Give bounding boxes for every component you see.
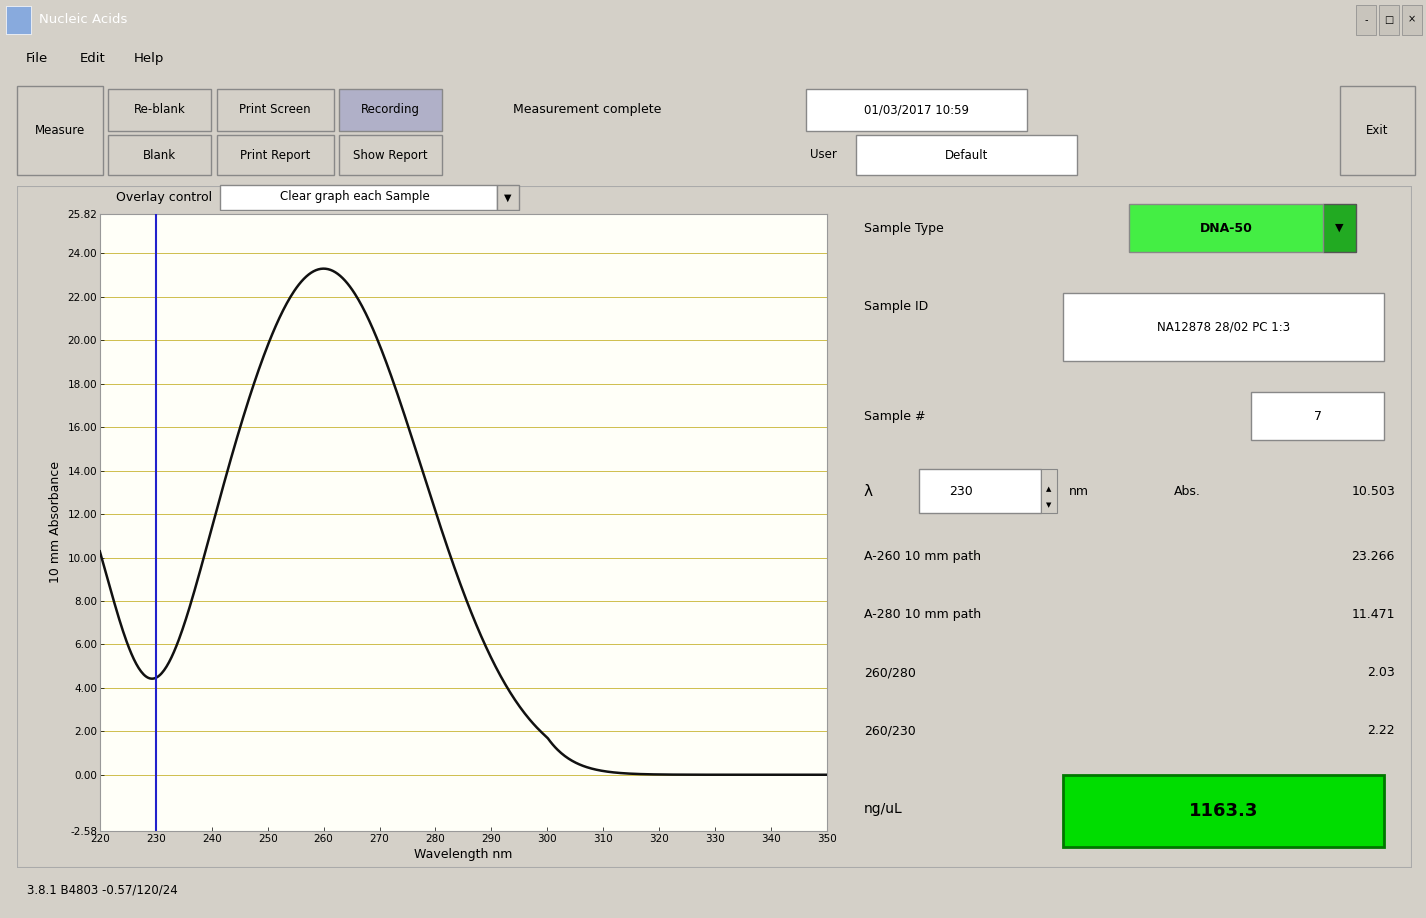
Text: File: File xyxy=(26,52,48,65)
Bar xyxy=(17,86,103,175)
Bar xyxy=(1062,293,1383,362)
Text: Re-blank: Re-blank xyxy=(134,103,185,117)
Text: 3.8.1 B4803 -0.57/120/24: 3.8.1 B4803 -0.57/120/24 xyxy=(27,883,178,896)
Text: Sample #: Sample # xyxy=(864,409,925,422)
Bar xyxy=(6,6,31,34)
Text: ▼: ▼ xyxy=(1335,223,1343,233)
Bar xyxy=(217,135,334,175)
Text: DNA-50: DNA-50 xyxy=(1199,221,1252,235)
Text: Edit: Edit xyxy=(80,52,106,65)
Bar xyxy=(339,88,442,130)
Text: ▼: ▼ xyxy=(505,193,512,202)
Text: Abs.: Abs. xyxy=(1174,485,1201,498)
Text: Show Report: Show Report xyxy=(354,149,428,162)
Text: Measure: Measure xyxy=(34,124,86,138)
Bar xyxy=(1340,86,1415,175)
Bar xyxy=(1041,469,1058,513)
Text: 2.03: 2.03 xyxy=(1368,666,1395,679)
Bar xyxy=(856,135,1077,175)
Text: 23.266: 23.266 xyxy=(1352,550,1395,563)
Text: Nucleic Acids: Nucleic Acids xyxy=(39,13,127,27)
Text: Print Report: Print Report xyxy=(240,149,311,162)
Text: 260/280: 260/280 xyxy=(864,666,915,679)
Bar xyxy=(1251,392,1383,440)
Bar xyxy=(920,469,1041,513)
Bar xyxy=(217,88,334,130)
Text: Blank: Blank xyxy=(143,149,177,162)
Text: Sample ID: Sample ID xyxy=(864,300,928,313)
Text: A-260 10 mm path: A-260 10 mm path xyxy=(864,550,981,563)
Text: 230: 230 xyxy=(948,485,973,498)
Text: Clear graph each Sample: Clear graph each Sample xyxy=(279,190,429,203)
Text: Sample Type: Sample Type xyxy=(864,221,944,235)
Bar xyxy=(1129,204,1323,252)
Text: -: - xyxy=(1365,15,1368,25)
Text: □: □ xyxy=(1385,15,1393,25)
Text: A-280 10 mm path: A-280 10 mm path xyxy=(864,608,981,621)
Text: 11.471: 11.471 xyxy=(1352,608,1395,621)
Bar xyxy=(498,185,519,209)
Bar xyxy=(339,135,442,175)
Text: ▲: ▲ xyxy=(1047,487,1052,492)
Bar xyxy=(1323,204,1356,252)
Bar xyxy=(220,185,498,209)
Text: 01/03/2017 10:59: 01/03/2017 10:59 xyxy=(864,103,968,117)
Text: nm: nm xyxy=(1068,485,1088,498)
X-axis label: Wavelength nm: Wavelength nm xyxy=(415,847,512,861)
Text: 1163.3: 1163.3 xyxy=(1189,801,1258,820)
Text: ▼: ▼ xyxy=(1047,502,1052,508)
Text: Exit: Exit xyxy=(1366,124,1389,138)
Text: NA12878 28/02 PC 1:3: NA12878 28/02 PC 1:3 xyxy=(1156,320,1291,334)
Bar xyxy=(108,88,211,130)
Text: Measurement complete: Measurement complete xyxy=(513,103,662,117)
Bar xyxy=(1062,775,1383,847)
Bar xyxy=(1379,5,1399,35)
Text: 260/230: 260/230 xyxy=(864,724,915,737)
Text: Recording: Recording xyxy=(361,103,421,117)
Text: Overlay control: Overlay control xyxy=(116,191,212,204)
Text: User: User xyxy=(810,148,837,161)
Text: λ: λ xyxy=(864,484,873,498)
Bar xyxy=(1356,5,1376,35)
Text: Help: Help xyxy=(134,52,164,65)
Text: Default: Default xyxy=(944,149,988,162)
Text: 7: 7 xyxy=(1313,409,1322,422)
Text: 10.503: 10.503 xyxy=(1352,485,1395,498)
Bar xyxy=(806,88,1027,130)
Text: Print Screen: Print Screen xyxy=(240,103,311,117)
Bar xyxy=(1402,5,1422,35)
Bar xyxy=(108,135,211,175)
Text: ×: × xyxy=(1407,15,1416,25)
Text: 2.22: 2.22 xyxy=(1368,724,1395,737)
Y-axis label: 10 mm Absorbance: 10 mm Absorbance xyxy=(48,462,61,583)
Text: ng/uL: ng/uL xyxy=(864,802,903,816)
